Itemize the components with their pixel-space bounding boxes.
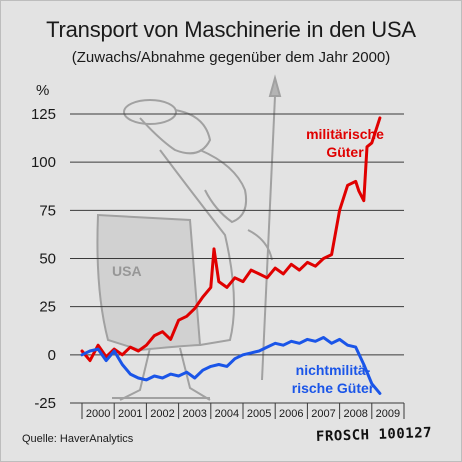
x-tick-label: 2003 (182, 408, 206, 420)
x-tick-label: 2002 (150, 408, 174, 420)
label-military-line-2: Güter (326, 144, 364, 160)
y-tick-label: 25 (39, 299, 56, 316)
series-line-civil (80, 336, 382, 395)
svg-text:USA: USA (112, 263, 142, 279)
x-tick-label: 2004 (215, 408, 239, 420)
label-civil-line-2: rische Güter (292, 380, 375, 396)
x-axis: 2000 2001 2002 2003 2004 2005 2006 2007 2008 2009 (81, 402, 405, 420)
y-tick-label: 125 (31, 106, 56, 123)
series-labels: militärische Güter nichtmilitä-rische Güte… (292, 126, 384, 396)
y-tick-label: 0 (48, 347, 56, 364)
x-tick-label: 2009 (376, 408, 400, 420)
series-lines (80, 116, 382, 395)
x-tick-label: 2005 (247, 408, 271, 420)
x-tick-label: 2000 (86, 408, 110, 420)
y-tick-label: -25 (34, 395, 56, 412)
x-tick-label: 2001 (118, 408, 142, 420)
y-axis-ticks: -25 0 25 50 75 100 125 (31, 106, 56, 412)
y-tick-label: 50 (39, 251, 56, 268)
y-tick-label: 100 (31, 154, 56, 171)
background-illustration: USA (96, 74, 282, 401)
y-tick-label: 75 (39, 202, 56, 219)
chart-title: Transport von Maschinerie in den USA (46, 17, 416, 42)
series-line-military (80, 116, 382, 363)
chart-subtitle: (Zuwachs/Abnahme gegenüber dem Jahr 2000… (71, 49, 391, 66)
label-civil-line-1: nichtmilitä- (296, 362, 371, 378)
x-tick-label: 2008 (343, 408, 367, 420)
x-tick-label: 2007 (311, 408, 335, 420)
y-axis-unit: % (36, 82, 50, 99)
x-tick-label: 2006 (279, 408, 303, 420)
source-note: Quelle: HaverAnalytics (22, 433, 134, 445)
label-military-line-1: militärische (306, 126, 384, 142)
